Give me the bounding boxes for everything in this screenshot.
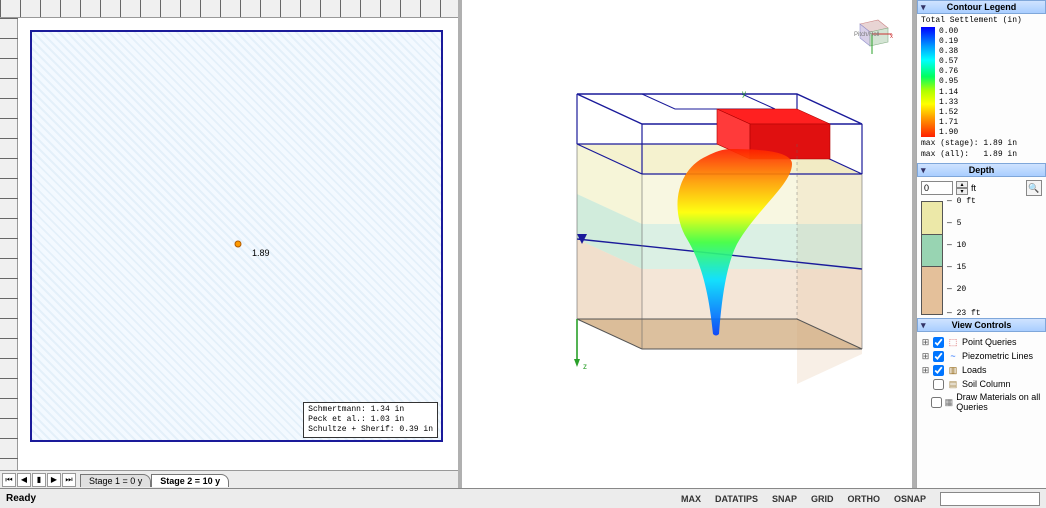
status-ready: Ready — [6, 493, 36, 504]
view-control-checkbox[interactable] — [933, 337, 944, 348]
axis-gizmo[interactable]: Pitch/Roll x — [850, 14, 894, 58]
contour-collapse-icon[interactable]: ▾ — [921, 2, 926, 13]
view-control-item[interactable]: ⊞ ~Piezometric Lines — [921, 349, 1042, 363]
status-bar: Ready MAX DATATIPS SNAP GRID ORTHO OSNAP — [0, 488, 1046, 508]
tree-expander-icon[interactable]: ⊞ — [921, 337, 930, 348]
view3d-scene: z y — [462, 0, 912, 488]
view-controls-body: ⊞ ⬚Point Queries ⊞ ~Piezometric Lines ⊞ ▥Load… — [917, 332, 1046, 416]
plan-ruler-horizontal — [0, 0, 458, 18]
depth-tick: — 15 — [947, 263, 966, 272]
stage-tab-2[interactable]: Stage 2 = 10 y — [151, 474, 229, 487]
view-control-checkbox[interactable] — [933, 351, 944, 362]
contour-tick-labels: 0.00 0.19 0.38 0.57 0.76 0.95 1.14 1.33 … — [939, 27, 958, 137]
svg-text:Pitch/Roll: Pitch/Roll — [854, 32, 879, 38]
view3d-pane[interactable]: z y Pitch/Roll x — [462, 0, 916, 488]
depth-tick: — 23 ft — [947, 309, 981, 318]
query-point-label: 1.89 — [252, 248, 270, 258]
depth-panel-body: ▴ ▾ ft 🔍 — 0 ft — 5 — 10 — 15 — 20 — 23 ft — [917, 177, 1046, 318]
view-control-label: Piezometric Lines — [962, 351, 1033, 361]
view-control-item[interactable]: ⊞ ⬚Point Queries — [921, 335, 1042, 349]
settlement-method-results: Schmertmann: 1.34 in Peck et al.: 1.03 i… — [303, 402, 438, 438]
contour-gradient-bar — [921, 27, 935, 137]
status-datatips[interactable]: DATATIPS — [715, 494, 758, 504]
depth-zoom-icon[interactable]: 🔍 — [1026, 180, 1042, 196]
view-controls-collapse-icon[interactable]: ▾ — [921, 320, 926, 331]
depth-collapse-icon[interactable]: ▾ — [921, 165, 926, 176]
tab-nav-next[interactable]: ▶ — [47, 473, 61, 487]
depth-tick: — 10 — [947, 241, 966, 250]
plan-canvas[interactable]: 1.89 Schmertmann: 1.34 in Peck et al.: 1… — [18, 18, 458, 470]
status-osnap[interactable]: OSNAP — [894, 494, 926, 504]
view-control-item[interactable]: ▦Draw Materials on all Queries — [921, 391, 1042, 413]
view-control-checkbox[interactable] — [931, 397, 942, 408]
view-control-label: Point Queries — [962, 337, 1017, 347]
view-control-item[interactable]: ▤Soil Column — [921, 377, 1042, 391]
depth-column — [921, 201, 943, 315]
tab-nav-scroll[interactable]: ▮ — [32, 473, 46, 487]
view-control-label: Loads — [962, 365, 987, 375]
view-control-icon: ⬚ — [947, 336, 959, 348]
depth-layer — [922, 202, 942, 234]
tree-expander-icon[interactable]: ⊞ — [921, 365, 930, 376]
depth-input[interactable] — [921, 181, 953, 195]
svg-text:x: x — [890, 34, 893, 40]
sidebar: ▾ Contour Legend Total Settlement (in) 0… — [916, 0, 1046, 488]
svg-text:z: z — [583, 362, 587, 371]
status-max[interactable]: MAX — [681, 494, 701, 504]
contour-max-stage: max (stage): 1.89 in — [921, 139, 1042, 148]
depth-tick: — 0 ft — [947, 197, 976, 206]
plan-ruler-vertical — [0, 18, 18, 470]
contour-subtitle: Total Settlement (in) — [921, 16, 1042, 25]
query-point-marker[interactable] — [235, 241, 242, 248]
view-control-checkbox[interactable] — [933, 365, 944, 376]
contour-max-all: max (all): 1.89 in — [921, 150, 1042, 159]
contour-legend-body: Total Settlement (in) 0.00 0.19 0.38 0.5… — [917, 14, 1046, 163]
view-controls-title: View Controls — [952, 320, 1012, 330]
status-command-input[interactable] — [940, 492, 1040, 506]
depth-layer — [922, 266, 942, 314]
depth-layer — [922, 234, 942, 266]
tab-nav-first[interactable]: ⏮ — [2, 473, 16, 487]
status-grid[interactable]: GRID — [811, 494, 834, 504]
contour-legend-header[interactable]: ▾ Contour Legend — [917, 0, 1046, 14]
depth-step-down[interactable]: ▾ — [956, 188, 968, 195]
plan-view-pane: 1.89 Schmertmann: 1.34 in Peck et al.: 1… — [0, 0, 462, 488]
view-control-item[interactable]: ⊞ ▥Loads — [921, 363, 1042, 377]
tab-nav-last[interactable]: ⏭ — [62, 473, 76, 487]
contour-legend-title: Contour Legend — [947, 2, 1017, 12]
depth-title: Depth — [969, 165, 995, 175]
depth-unit: ft — [971, 183, 976, 193]
svg-text:y: y — [742, 89, 746, 98]
view-control-icon: ▤ — [947, 378, 959, 390]
tree-expander-icon[interactable]: ⊞ — [921, 351, 930, 362]
view-control-label: Draw Materials on all Queries — [956, 392, 1042, 412]
view-control-checkbox[interactable] — [933, 379, 944, 390]
status-snap[interactable]: SNAP — [772, 494, 797, 504]
depth-tick: — 20 — [947, 285, 966, 294]
stage-tab-1[interactable]: Stage 1 = 0 y — [80, 474, 151, 487]
depth-step-up[interactable]: ▴ — [956, 181, 968, 188]
depth-panel-header[interactable]: ▾ Depth — [917, 163, 1046, 177]
view-control-icon: ~ — [947, 350, 959, 362]
view-control-icon: ▦ — [945, 396, 954, 408]
depth-tick: — 5 — [947, 219, 961, 228]
depth-stepper[interactable]: ▴ ▾ — [956, 181, 968, 195]
stage-tabstrip: ⏮ ◀ ▮ ▶ ⏭ Stage 1 = 0 y Stage 2 = 10 y — [0, 470, 458, 488]
status-ortho[interactable]: ORTHO — [847, 494, 880, 504]
plan-boundary — [30, 30, 443, 442]
view-controls-header[interactable]: ▾ View Controls — [917, 318, 1046, 332]
tab-nav-prev[interactable]: ◀ — [17, 473, 31, 487]
view-control-icon: ▥ — [947, 364, 959, 376]
view-control-label: Soil Column — [962, 379, 1011, 389]
